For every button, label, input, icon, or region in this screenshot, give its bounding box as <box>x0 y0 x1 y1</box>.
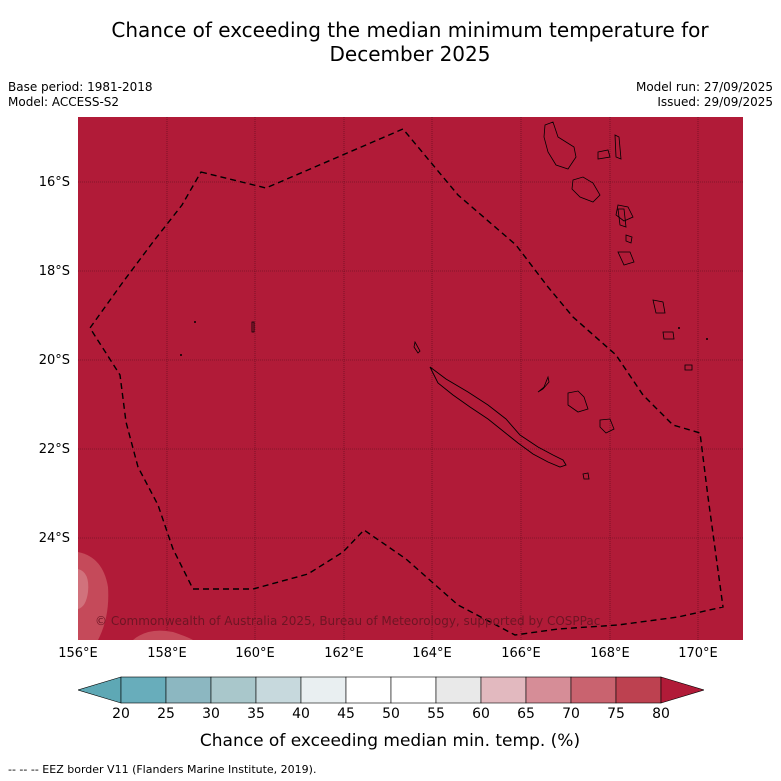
lon-label: 168°E <box>590 646 630 661</box>
vanuatu-epi <box>617 208 627 228</box>
vanuatu-tanna <box>652 299 666 314</box>
colorbar-cell <box>165 676 212 704</box>
colorbar-cell <box>435 676 482 704</box>
vanuatu-erromango <box>617 251 635 266</box>
lat-label: 16°S <box>38 175 70 190</box>
lon-label: 158°E <box>147 646 187 661</box>
lon-label: 170°E <box>678 646 718 661</box>
lower-probability-patch <box>78 552 109 640</box>
lat-label: 24°S <box>38 531 70 546</box>
colorbar-cell <box>570 676 617 704</box>
gridlines <box>78 117 743 640</box>
lower-probability-core <box>78 569 89 609</box>
colorbar-tick-label: 65 <box>517 706 535 722</box>
eez-footnote: -- -- -- EEZ border V11 (Flanders Marine… <box>8 763 317 776</box>
vanuatu-shepherd <box>625 234 633 244</box>
meta-right: Model run: 27/09/2025 Issued: 29/09/2025 <box>636 80 773 110</box>
title-line-2: December 2025 <box>329 42 491 66</box>
map-panel[interactable] <box>78 117 743 640</box>
lon-label: 156°E <box>58 646 98 661</box>
colorbar-tick-label: 40 <box>292 706 310 722</box>
colorbar-tick-label: 55 <box>427 706 445 722</box>
lon-label: 160°E <box>235 646 275 661</box>
matthew-island <box>684 364 693 371</box>
belep-islands <box>413 340 421 354</box>
colorbar-cell <box>615 676 662 704</box>
colorbar-tick-label: 70 <box>562 706 580 722</box>
reef-dot <box>194 321 196 323</box>
colorbar-extend-low <box>78 676 122 704</box>
colorbar-cell <box>390 676 437 704</box>
new-caledonia-island <box>429 366 567 468</box>
reef-dot <box>706 338 708 340</box>
colorbar-tick-label: 50 <box>382 706 400 722</box>
colorbar-cell <box>255 676 302 704</box>
eez-border <box>89 128 724 636</box>
title-line-1: Chance of exceeding the median minimum t… <box>111 18 709 42</box>
vanuatu-efate <box>615 204 634 222</box>
issued-date: Issued: 29/09/2025 <box>657 95 773 109</box>
colorbar-tick-label: 35 <box>247 706 265 722</box>
vanuatu-ambae <box>597 149 611 160</box>
colorbar-tick-label: 45 <box>337 706 355 722</box>
reef-dot <box>678 327 680 329</box>
chart-title: Chance of exceeding the median minimum t… <box>40 18 780 66</box>
meta-left: Base period: 1981-2018 Model: ACCESS-S2 <box>8 80 153 110</box>
colorbar-extend-high <box>660 676 704 704</box>
colorbar-title: Chance of exceeding median min. temp. (%… <box>199 731 581 751</box>
colorbar-cell <box>300 676 347 704</box>
loyalty-ouvea <box>537 375 550 393</box>
map-svg <box>78 117 743 640</box>
copyright-notice: © Commonwealth of Australia 2025, Bureau… <box>95 614 601 628</box>
vanuatu-aneityum <box>662 331 675 340</box>
reef-dot <box>180 354 182 356</box>
colorbar <box>78 676 704 704</box>
lon-label: 164°E <box>412 646 452 661</box>
vanuatu-malekula <box>571 176 601 203</box>
vanuatu-pentecost <box>614 134 622 160</box>
lat-label: 20°S <box>38 353 70 368</box>
model-run: Model run: 27/09/2025 <box>635 80 773 94</box>
model-name: Model: ACCESS-S2 <box>8 95 120 109</box>
isle-of-pines <box>582 472 590 480</box>
colorbar-tick-label: 60 <box>472 706 490 722</box>
lower-probability-patch-2 <box>133 630 193 640</box>
vanuatu-espiritu-santo <box>543 121 577 170</box>
chesterfield-reef <box>251 321 255 333</box>
lon-label: 162°E <box>324 646 364 661</box>
lat-label: 18°S <box>38 264 70 279</box>
colorbar-cell <box>480 676 527 704</box>
colorbar-cell <box>120 676 167 704</box>
base-period: Base period: 1981-2018 <box>8 80 153 94</box>
colorbar-tick-label: 30 <box>202 706 220 722</box>
colorbar-cell <box>525 676 572 704</box>
colorbar-tick-label: 75 <box>607 706 625 722</box>
colorbar-tick-label: 20 <box>112 706 130 722</box>
loyalty-mare <box>599 418 615 434</box>
colorbar-tick-label: 25 <box>157 706 175 722</box>
colorbar-cell <box>210 676 257 704</box>
loyalty-lifou <box>567 390 589 413</box>
lon-label: 166°E <box>501 646 541 661</box>
colorbar-cell <box>345 676 392 704</box>
lat-label: 22°S <box>38 442 70 457</box>
colorbar-tick-label: 80 <box>652 706 670 722</box>
